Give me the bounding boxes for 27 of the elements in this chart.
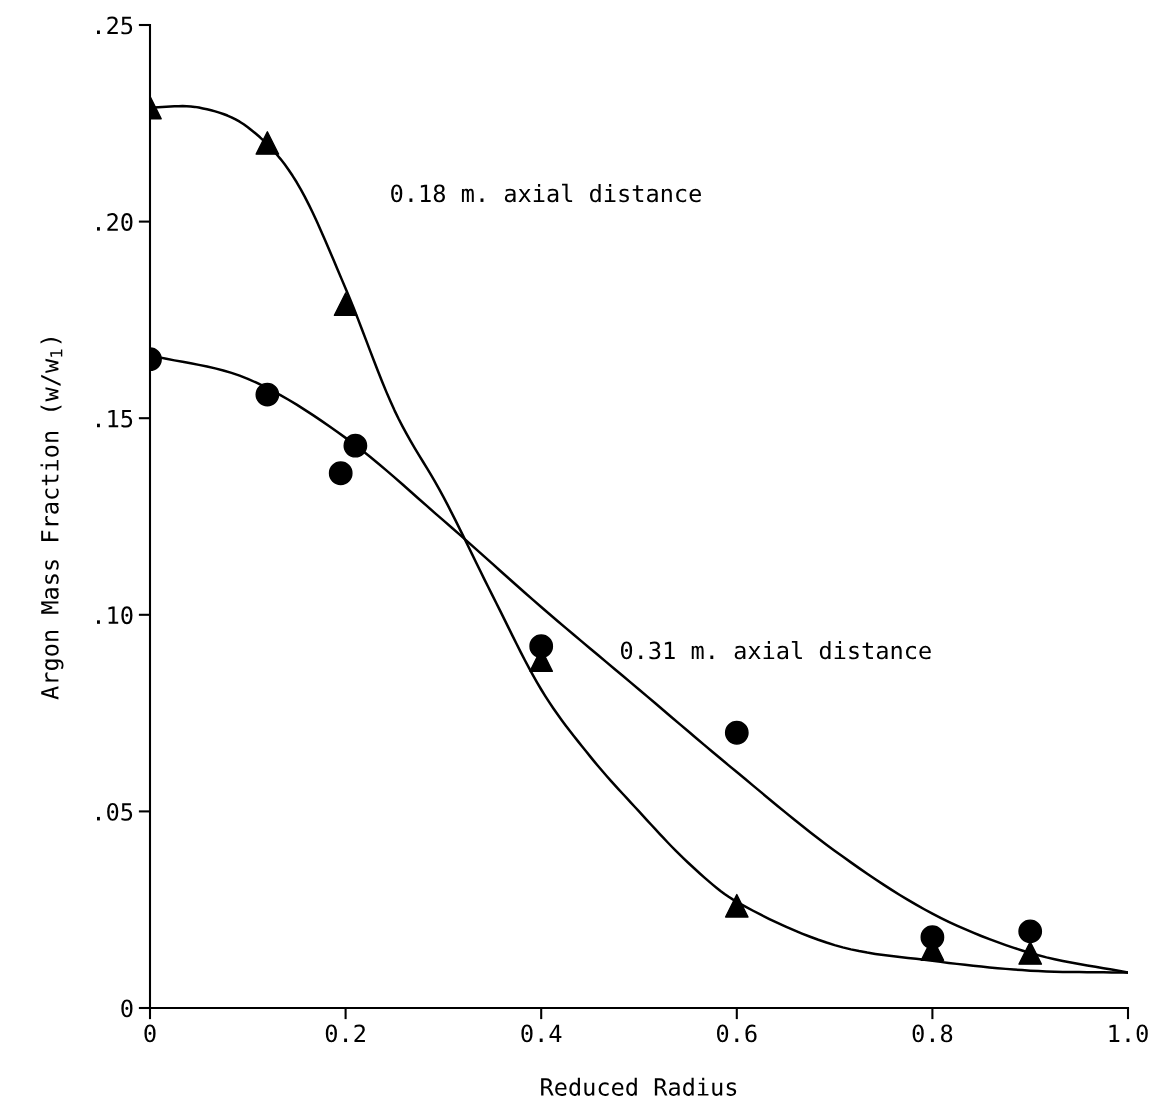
y-tick-label: .25 <box>97 16 133 35</box>
point <box>529 634 554 659</box>
x-axis-title: Reduced Radius <box>541 1077 737 1096</box>
y-axis-title: Argon Mass Fraction (w/w$_{1}$) <box>40 338 64 700</box>
y-tick-label: .20 <box>97 213 133 231</box>
point <box>333 292 358 317</box>
point <box>920 925 945 950</box>
annotation: 0.31 m. axial distance <box>620 640 931 660</box>
y-tick-label: .10 <box>97 606 133 625</box>
point <box>328 461 353 486</box>
x-tick-label: 0.2 <box>325 1024 365 1043</box>
point <box>255 131 280 155</box>
point <box>343 433 368 458</box>
point <box>1018 941 1043 965</box>
x-tick-label: 1.0 <box>1109 1024 1148 1043</box>
y-tick-label: .05 <box>97 802 133 821</box>
point <box>724 720 749 745</box>
x-tick-label: 0.6 <box>717 1024 757 1043</box>
annotation: 0.18 m. axial distance <box>391 183 701 203</box>
x-tick-label: 0.8 <box>912 1024 953 1043</box>
point <box>255 382 280 407</box>
x-tick-label: 0 <box>144 1024 156 1043</box>
y-tick-label: .15 <box>97 410 133 428</box>
y-tick-label: 0 <box>121 999 133 1018</box>
point <box>1018 919 1043 944</box>
x-tick-label: 0.4 <box>521 1024 562 1043</box>
point <box>724 893 749 918</box>
